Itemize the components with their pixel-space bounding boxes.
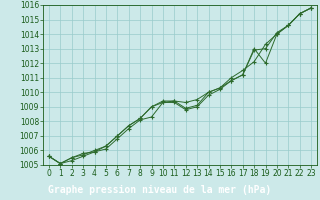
Text: Graphe pression niveau de la mer (hPa): Graphe pression niveau de la mer (hPa) [48,185,272,195]
